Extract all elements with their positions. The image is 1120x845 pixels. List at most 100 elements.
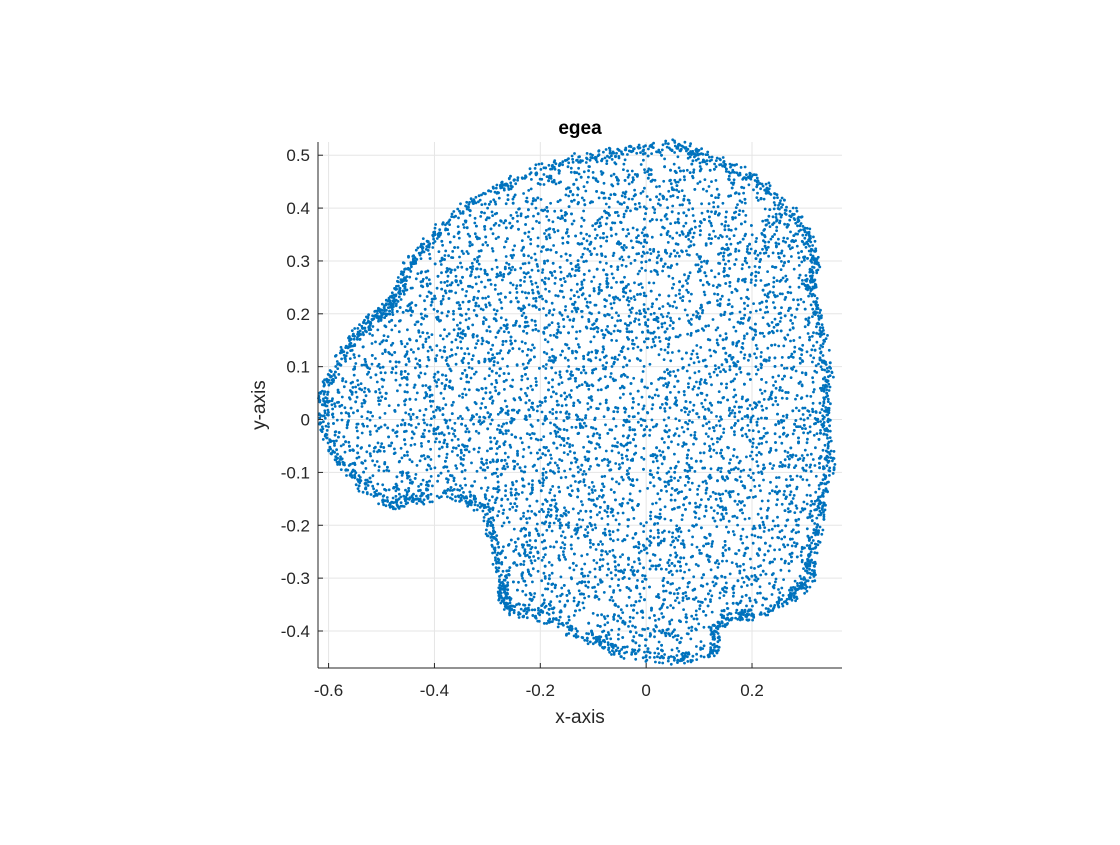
data-point bbox=[578, 601, 581, 604]
data-point bbox=[792, 433, 795, 436]
data-point bbox=[549, 432, 552, 435]
data-point bbox=[801, 371, 804, 374]
data-point bbox=[655, 568, 658, 571]
data-point bbox=[678, 166, 681, 169]
data-point bbox=[583, 478, 586, 481]
data-point bbox=[398, 460, 401, 463]
data-point bbox=[464, 369, 467, 372]
data-point bbox=[449, 355, 452, 358]
data-point bbox=[587, 388, 590, 391]
data-point bbox=[677, 443, 680, 446]
data-point bbox=[660, 219, 663, 222]
data-point bbox=[765, 381, 768, 384]
data-point bbox=[751, 233, 754, 236]
data-point bbox=[800, 353, 803, 356]
data-point bbox=[609, 599, 612, 602]
data-point bbox=[653, 652, 656, 655]
data-point bbox=[629, 492, 632, 495]
data-point bbox=[550, 509, 553, 512]
data-point bbox=[415, 321, 418, 324]
data-point bbox=[571, 444, 574, 447]
data-point bbox=[713, 293, 716, 296]
data-point bbox=[733, 388, 736, 391]
data-point bbox=[657, 532, 660, 535]
data-point bbox=[356, 396, 359, 399]
data-point bbox=[749, 455, 752, 458]
data-point bbox=[545, 471, 548, 474]
data-point bbox=[733, 178, 736, 181]
data-point bbox=[728, 520, 731, 523]
data-point bbox=[535, 528, 538, 531]
data-point bbox=[605, 386, 608, 389]
data-point bbox=[688, 529, 691, 532]
data-point bbox=[346, 426, 349, 429]
data-point bbox=[732, 530, 735, 533]
data-point bbox=[632, 617, 635, 620]
data-point bbox=[752, 472, 755, 475]
data-point bbox=[473, 222, 476, 225]
data-point bbox=[732, 326, 735, 329]
data-point bbox=[678, 255, 681, 258]
data-point bbox=[698, 360, 701, 363]
data-point bbox=[497, 293, 500, 296]
data-point bbox=[770, 397, 773, 400]
data-point bbox=[496, 352, 499, 355]
data-point bbox=[526, 321, 529, 324]
data-point bbox=[773, 233, 776, 236]
data-point bbox=[446, 481, 449, 484]
data-point bbox=[523, 580, 526, 583]
data-point bbox=[789, 329, 792, 332]
data-point bbox=[699, 452, 702, 455]
data-point bbox=[777, 238, 780, 241]
data-point bbox=[361, 405, 364, 408]
data-point bbox=[553, 231, 556, 234]
data-point bbox=[617, 314, 620, 317]
data-point bbox=[783, 493, 786, 496]
data-point bbox=[784, 275, 787, 278]
data-point bbox=[439, 334, 442, 337]
data-point bbox=[712, 284, 715, 287]
data-point bbox=[778, 591, 781, 594]
data-point bbox=[677, 391, 680, 394]
data-point bbox=[782, 264, 785, 267]
data-point bbox=[748, 517, 751, 520]
data-point bbox=[507, 194, 510, 197]
data-point bbox=[650, 252, 653, 255]
data-point bbox=[524, 604, 527, 607]
data-point bbox=[722, 431, 725, 434]
data-point bbox=[801, 282, 804, 285]
data-point bbox=[596, 595, 599, 598]
data-point bbox=[733, 234, 736, 237]
data-point bbox=[587, 306, 590, 309]
data-point bbox=[733, 405, 736, 408]
data-point bbox=[708, 202, 711, 205]
data-point bbox=[369, 376, 372, 379]
data-point bbox=[505, 462, 508, 465]
data-point bbox=[729, 573, 732, 576]
data-point bbox=[732, 592, 735, 595]
data-point bbox=[591, 528, 594, 531]
data-point bbox=[600, 388, 603, 391]
data-point bbox=[631, 625, 634, 628]
data-point bbox=[599, 358, 602, 361]
data-point bbox=[708, 185, 711, 188]
data-point bbox=[714, 364, 717, 367]
data-point bbox=[777, 345, 780, 348]
data-point bbox=[510, 491, 513, 494]
data-point bbox=[691, 482, 694, 485]
data-point bbox=[673, 453, 676, 456]
data-point bbox=[333, 402, 336, 405]
data-point bbox=[619, 396, 622, 399]
data-point bbox=[460, 449, 463, 452]
data-point bbox=[747, 359, 750, 362]
data-point bbox=[637, 557, 640, 560]
data-point bbox=[416, 464, 419, 467]
data-point bbox=[667, 416, 670, 419]
data-point bbox=[532, 465, 535, 468]
data-point bbox=[772, 384, 775, 387]
data-point bbox=[636, 570, 639, 573]
data-point bbox=[665, 403, 668, 406]
data-point bbox=[679, 641, 682, 644]
data-point bbox=[370, 481, 373, 484]
data-point bbox=[659, 454, 662, 457]
